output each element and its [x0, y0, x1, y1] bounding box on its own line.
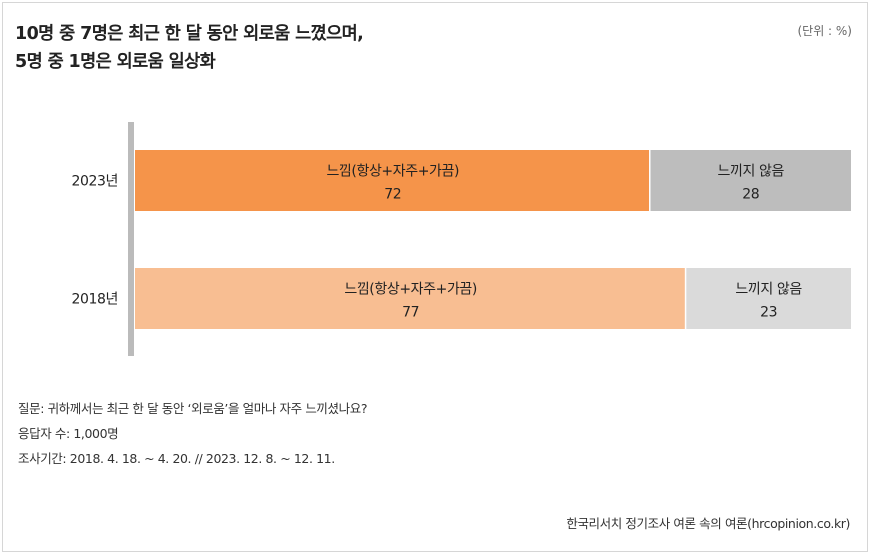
y-axis-line	[128, 122, 134, 356]
bar-felt-0	[135, 150, 650, 211]
value-label-notfelt-0: 28	[742, 187, 759, 203]
bar-notfelt-1	[686, 268, 851, 329]
chart-title-line2: 5명 중 1명은 외로움 일상화	[15, 52, 216, 72]
bar-notfelt-0	[650, 150, 851, 211]
series-label-felt-1: 느낌(항상+자주+가끔)	[344, 282, 477, 298]
category-label-1: 2018년	[71, 292, 118, 308]
value-label-felt-1: 77	[402, 305, 419, 321]
unit-label: (단위 : %)	[797, 24, 852, 38]
chart-title-line1: 10명 중 7명은 최근 한 달 동안 외로움 느꼈으며,	[15, 24, 364, 44]
bar-felt-1	[135, 268, 685, 329]
survey-question: 질문: 귀하께서는 최근 한 달 동안 ‘외로움’을 얼마나 자주 느끼셨나요?	[18, 401, 368, 416]
chart-title: 10명 중 7명은 최근 한 달 동안 외로움 느꼈으며, 5명 중 1명은 외…	[15, 20, 364, 76]
source-credit: 한국리서치 정기조사 여론 속의 여론(hrcopinion.co.kr)	[566, 516, 850, 531]
category-label-0: 2023년	[71, 174, 118, 190]
value-label-notfelt-1: 23	[760, 305, 777, 321]
series-label-notfelt-0: 느끼지 않음	[718, 164, 785, 180]
survey-period: 조사기간: 2018. 4. 18. ~ 4. 20. // 2023. 12.…	[18, 451, 335, 466]
survey-notes: 질문: 귀하께서는 최근 한 달 동안 ‘외로움’을 얼마나 자주 느끼셨나요?…	[18, 396, 367, 471]
survey-respondents: 응답자 수: 1,000명	[18, 426, 119, 441]
series-label-felt-0: 느낌(항상+자주+가끔)	[326, 164, 459, 180]
series-label-notfelt-1: 느끼지 않음	[735, 282, 802, 298]
value-label-felt-0: 72	[384, 187, 401, 203]
